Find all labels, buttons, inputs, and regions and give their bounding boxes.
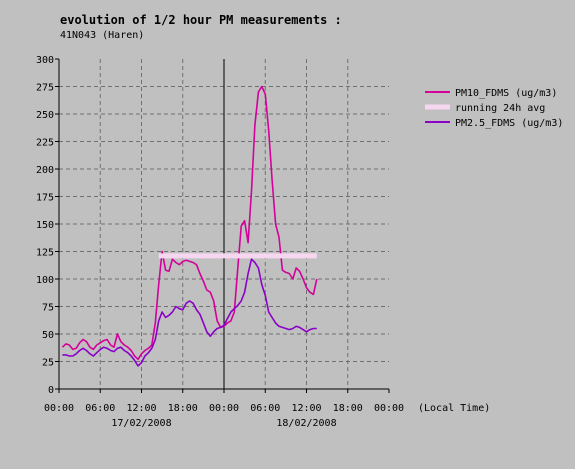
legend-entry: PM2.5_FDMS (ug/m3) (455, 118, 563, 129)
y-tick-label: 225 (36, 138, 54, 149)
y-tick-label: 50 (42, 330, 54, 341)
x-tick-label: 12:00 (126, 403, 156, 414)
data-series (61, 85, 318, 367)
y-tick-label: 275 (36, 83, 54, 94)
x-tick-label: 12:00 (291, 403, 321, 414)
y-tick-label: 0 (48, 385, 54, 396)
y-tick-label: 100 (36, 275, 54, 286)
x-tick-label: 18:00 (333, 403, 363, 414)
x-tick-label: 06:00 (250, 403, 280, 414)
y-tick-label: 200 (36, 165, 54, 176)
y-tick-label: 125 (36, 248, 54, 259)
x-tick-label: 06:00 (85, 403, 115, 414)
chart-title: evolution of 1/2 hour PM measurements : (60, 13, 342, 27)
y-tick-label: 150 (36, 220, 54, 231)
grid (59, 59, 389, 389)
x-tick-label: 18:00 (168, 403, 198, 414)
legend-entry: running 24h avg (455, 103, 545, 114)
legend: PM10_FDMS (ug/m3) running 24h avg PM2.5_FD… (425, 88, 563, 129)
x-axis-label: (Local Time) (418, 403, 490, 414)
y-axis-tick-labels: 0 25 50 75 100 125 150 175 200 225 250 275 300 (36, 55, 54, 396)
x-tick-label: 00:00 (209, 403, 239, 414)
axes (55, 58, 390, 393)
y-tick-label: 250 (36, 110, 54, 121)
y-tick-label: 75 (42, 303, 54, 314)
legend-entry: PM10_FDMS (ug/m3) (455, 88, 557, 99)
y-tick-label: 175 (36, 193, 54, 204)
y-tick-label: 25 (42, 358, 54, 369)
series-line-0 (61, 85, 318, 361)
x-tick-label: 00:00 (374, 403, 404, 414)
date-label: 17/02/2008 (111, 418, 171, 429)
x-tick-label: 00:00 (44, 403, 74, 414)
date-label: 18/02/2008 (276, 418, 336, 429)
series-line-2 (62, 258, 317, 367)
x-axis-tick-labels: 00:00 06:00 12:00 18:00 00:00 06:00 12:00 18:00… (44, 403, 490, 429)
y-tick-label: 300 (36, 55, 54, 66)
chart-subtitle: 41N043 (Haren) (60, 30, 145, 41)
